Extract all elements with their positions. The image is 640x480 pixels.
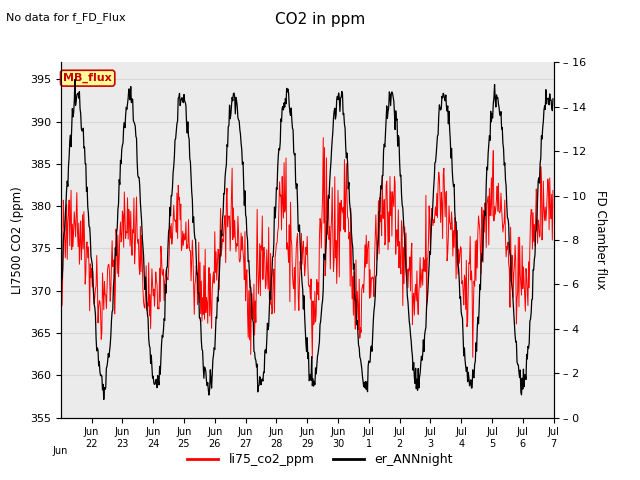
- Text: No data for f_FD_Flux: No data for f_FD_Flux: [6, 12, 126, 23]
- Y-axis label: FD Chamber flux: FD Chamber flux: [595, 190, 607, 290]
- Text: CO2 in ppm: CO2 in ppm: [275, 12, 365, 27]
- Text: MB_flux: MB_flux: [63, 73, 112, 84]
- Text: Jun: Jun: [52, 446, 68, 456]
- Y-axis label: LI7500 CO2 (ppm): LI7500 CO2 (ppm): [12, 186, 24, 294]
- Legend: li75_co2_ppm, er_ANNnight: li75_co2_ppm, er_ANNnight: [182, 448, 458, 471]
